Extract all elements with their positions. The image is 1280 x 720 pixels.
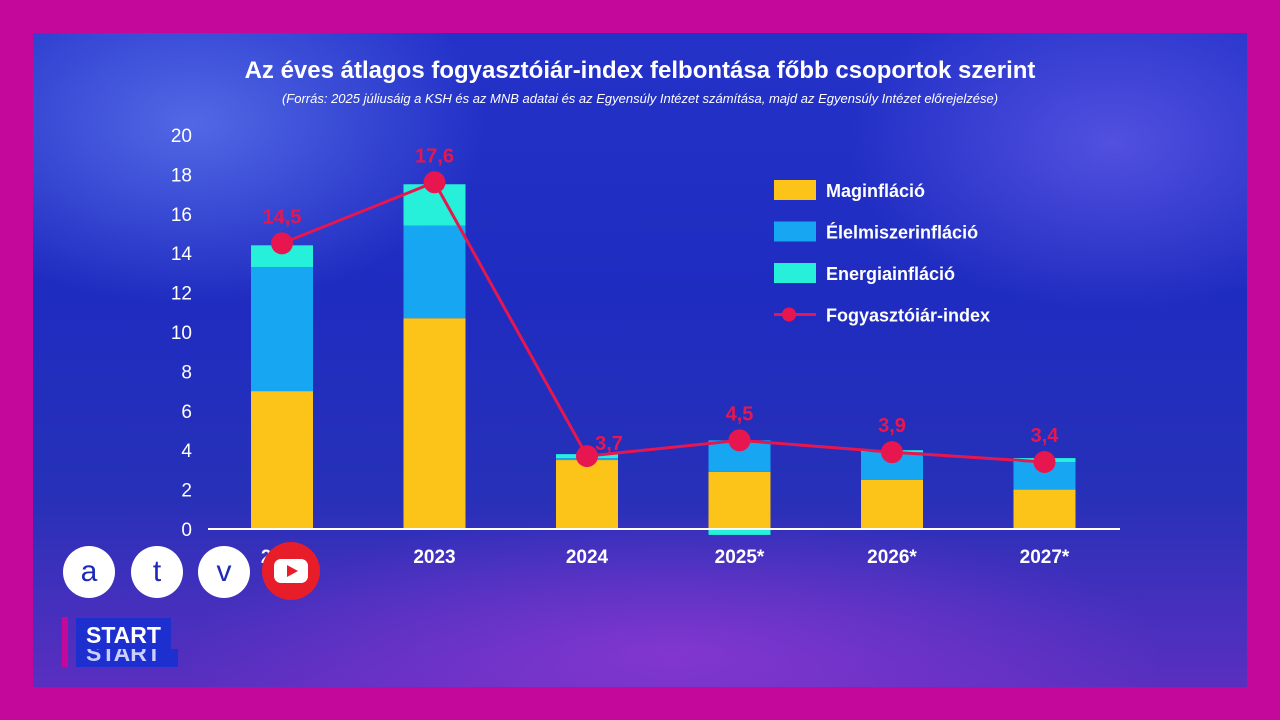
cpi-data-label: 3,7 xyxy=(595,433,623,455)
x-tick-label: 2025* xyxy=(715,547,765,568)
legend-swatch xyxy=(774,180,816,200)
cpi-point xyxy=(728,429,751,452)
legend-label: Élelmiszerinfláció xyxy=(826,222,978,243)
cpi-point xyxy=(576,445,598,468)
bar-segment xyxy=(403,225,466,319)
legend-swatch xyxy=(774,221,816,242)
x-tick-label: 2027* xyxy=(1020,547,1070,568)
y-tick-label: 8 xyxy=(181,362,192,383)
y-tick-label: 4 xyxy=(181,441,192,462)
legend-label: Fogyasztóiár-index xyxy=(826,306,990,326)
cpi-data-label: 4,5 xyxy=(726,403,754,425)
y-tick-label: 0 xyxy=(181,520,192,541)
y-axis: 0 2 4 6 8 10 12 14 16 18 20 xyxy=(171,126,193,541)
legend-label: Maginfláció xyxy=(826,181,925,201)
legend-line-marker xyxy=(782,307,796,322)
youtube-badge[interactable] xyxy=(262,542,320,600)
x-tick-label: 2023 xyxy=(413,547,455,568)
chart-subtitle: (Forrás: 2025 júliusáig a KSH és az MNB … xyxy=(282,91,998,106)
bar-segment xyxy=(861,479,923,529)
y-tick-label: 16 xyxy=(171,205,192,226)
x-axis: 2022202320242025*2026*2027* xyxy=(261,547,1070,568)
bar-segment xyxy=(251,245,313,267)
y-tick-label: 14 xyxy=(171,244,193,265)
chart: Az éves átlagos fogyasztóiár-index felbo… xyxy=(171,57,1120,568)
legend: Maginfláció Élelmiszerinfláció Energiainfl… xyxy=(774,180,990,326)
bar-segment xyxy=(251,266,313,392)
y-tick-label: 18 xyxy=(171,165,192,186)
y-tick-label: 2 xyxy=(181,481,192,502)
cpi-data-label: 3,9 xyxy=(878,415,906,437)
bar-segment xyxy=(1013,489,1076,529)
cpi-line xyxy=(281,180,1045,464)
bar-segment xyxy=(403,318,466,529)
start-label: START xyxy=(76,618,171,652)
y-tick-label: 12 xyxy=(171,284,192,305)
bar-segment xyxy=(556,460,618,529)
y-tick-label: 20 xyxy=(171,126,192,147)
youtube-icon xyxy=(274,559,308,583)
bar-segment xyxy=(708,471,771,529)
cpi-data-label: 3,4 xyxy=(1031,425,1060,447)
cpi-data-label: 14,5 xyxy=(263,206,302,228)
bar-segment xyxy=(708,529,771,535)
y-tick-label: 6 xyxy=(181,402,192,423)
bars xyxy=(251,184,1076,535)
cpi-point xyxy=(423,171,446,194)
cpi-data-label: 17,6 xyxy=(415,145,454,167)
atv-logo-letter-t: t xyxy=(131,546,183,598)
legend-label: Energiainfláció xyxy=(826,264,955,284)
start-label-reflection: START xyxy=(76,649,178,667)
cpi-point xyxy=(881,441,903,464)
chart-title: Az éves átlagos fogyasztóiár-index felbo… xyxy=(245,57,1036,84)
atv-logo-letter-v: v xyxy=(198,546,250,598)
legend-swatch xyxy=(774,263,816,283)
x-tick-label: 2026* xyxy=(867,547,917,568)
cpi-line-series: 14,5 17,6 3,7 4,5 3,9 3,4 xyxy=(263,145,1060,474)
start-accent-bar xyxy=(62,617,68,667)
cpi-point xyxy=(1033,451,1056,474)
bar-segment xyxy=(251,391,313,529)
cpi-point xyxy=(271,232,293,255)
x-tick-label: 2024 xyxy=(566,547,609,568)
y-tick-label: 10 xyxy=(171,323,192,344)
atv-logo-letter-a: a xyxy=(63,546,115,598)
